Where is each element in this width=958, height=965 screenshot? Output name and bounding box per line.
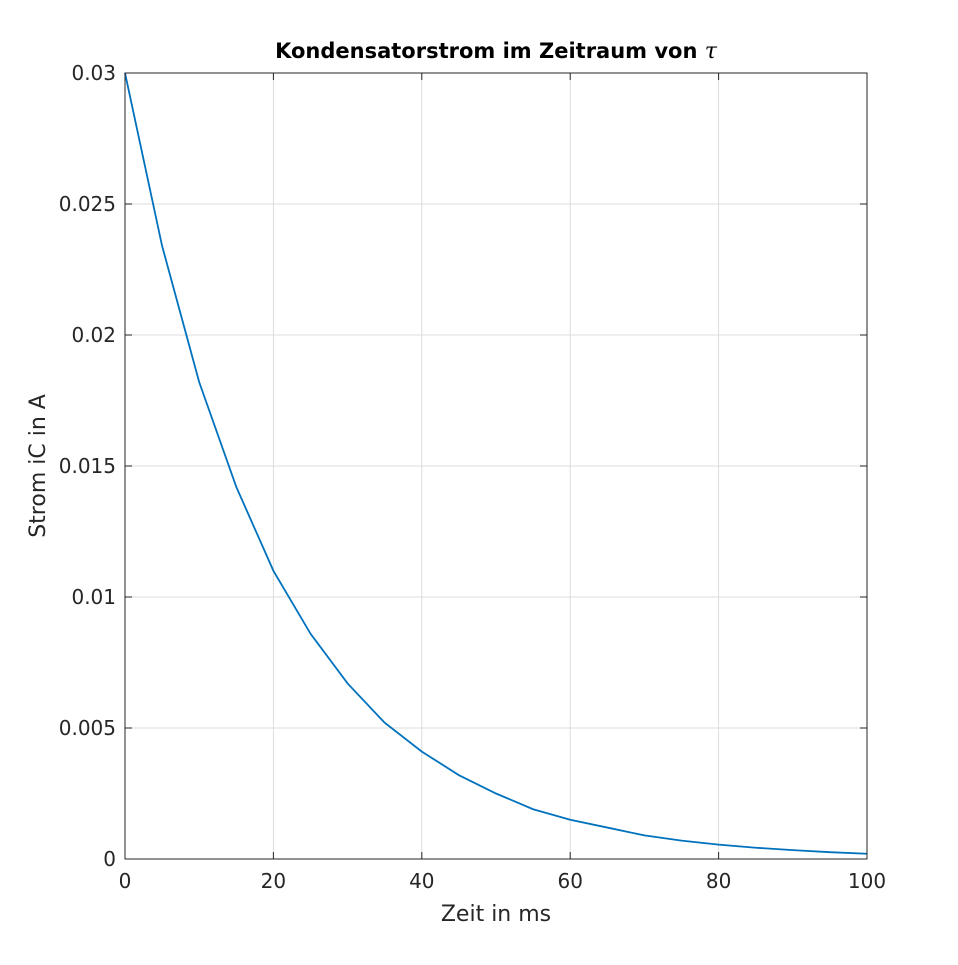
x-tick-label: 40 bbox=[409, 869, 434, 893]
x-tick-label: 100 bbox=[848, 869, 886, 893]
y-tick-label: 0.03 bbox=[71, 61, 116, 85]
x-tick-label: 20 bbox=[261, 869, 286, 893]
chart-title-symbol: τ bbox=[705, 39, 718, 64]
x-tick-labels: 0 20 40 60 80 100 bbox=[119, 869, 886, 893]
chart-title-text: Kondensatorstrom im Zeitraum von bbox=[275, 39, 697, 63]
chart-title: Kondensatorstrom im Zeitraum von τ bbox=[275, 39, 718, 64]
y-tick-label: 0.02 bbox=[71, 323, 116, 347]
y-tick-label: 0.015 bbox=[59, 454, 116, 478]
y-axis-label: Strom iC in A bbox=[26, 394, 51, 538]
series-line bbox=[124, 72, 868, 855]
x-tick-label: 60 bbox=[557, 869, 582, 893]
y-tick-labels: 0 0.005 0.01 0.015 0.02 0.025 0.03 bbox=[59, 61, 116, 871]
x-tick-label: 0 bbox=[119, 869, 132, 893]
y-tick-label: 0.005 bbox=[59, 716, 116, 740]
y-tick-label: 0.01 bbox=[71, 585, 116, 609]
x-tick-label: 80 bbox=[706, 869, 731, 893]
axes-box bbox=[124, 72, 868, 860]
grid bbox=[124, 72, 868, 860]
y-tick-label: 0 bbox=[103, 847, 116, 871]
x-axis-label: Zeit in ms bbox=[441, 902, 551, 927]
y-tick-label: 0.025 bbox=[59, 192, 116, 216]
